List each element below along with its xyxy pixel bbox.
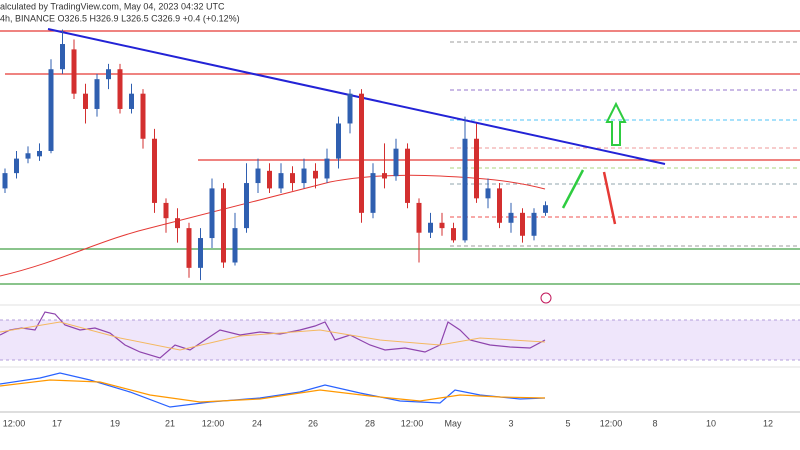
- macd-line: [0, 372, 546, 408]
- up-move: [561, 169, 585, 209]
- x-tick-label: 21: [165, 418, 175, 428]
- x-tick-label: 12:00: [3, 418, 26, 428]
- candle-body: [324, 158, 330, 179]
- candle-body: [393, 148, 399, 177]
- candle-body: [163, 202, 169, 219]
- candle-body: [451, 228, 456, 241]
- fib-levels: [450, 41, 800, 247]
- candle-body: [94, 79, 100, 109]
- header: alculated by TradingView.com, May 04, 20…: [0, 1, 225, 11]
- candle-body: [347, 93, 353, 124]
- candle-body: [117, 69, 123, 109]
- up-arrow: [605, 101, 627, 146]
- candle-body: [474, 138, 479, 199]
- x-tick-label: 3: [508, 418, 513, 428]
- candle-body: [531, 212, 537, 236]
- candle-body: [359, 93, 364, 213]
- x-tick-label: 28: [365, 418, 375, 428]
- x-tick-label: 12:00: [600, 418, 623, 428]
- event-icon: [540, 292, 552, 304]
- candle-body: [278, 173, 284, 189]
- candle-body: [198, 238, 203, 268]
- candle-body: [439, 222, 445, 229]
- candle-body: [209, 188, 215, 239]
- candle-body: [244, 183, 249, 229]
- x-tick-label: 26: [308, 418, 318, 428]
- x-tick-label: 12: [763, 418, 773, 428]
- candle-body: [48, 69, 54, 151]
- candle-body: [71, 49, 77, 94]
- candle-body: [301, 168, 307, 184]
- candle-body: [2, 173, 8, 189]
- candle-body: [416, 202, 422, 233]
- candle-body: [186, 228, 192, 268]
- candle-body: [485, 188, 491, 199]
- candle-body: [267, 170, 272, 189]
- candle-body: [543, 205, 548, 213]
- candle-body: [221, 188, 226, 263]
- candle-body: [25, 153, 31, 159]
- candle-body: [382, 173, 387, 179]
- candle-body: [83, 93, 88, 109]
- candle-body: [497, 188, 502, 223]
- candle-body: [428, 222, 433, 233]
- candle-body: [462, 138, 468, 241]
- candle-body: [255, 168, 261, 184]
- candle-body: [336, 123, 341, 159]
- candle-body: [508, 212, 514, 223]
- candle-body: [313, 170, 318, 179]
- candle-body: [14, 158, 19, 174]
- rsi-line: [0, 311, 546, 359]
- x-tick-label: 8: [652, 418, 657, 428]
- candle-body: [520, 212, 525, 236]
- x-tick-label: 12:00: [202, 418, 225, 428]
- macd-signal: [0, 379, 546, 403]
- candle-body: [60, 44, 65, 70]
- candle-body: [129, 93, 134, 109]
- candle-body: [106, 69, 111, 80]
- x-tick-label: 10: [706, 418, 716, 428]
- x-tick-label: 19: [110, 418, 120, 428]
- candle-body: [405, 148, 410, 203]
- rsi-band: [0, 320, 800, 360]
- candle-body: [37, 150, 42, 157]
- down-move: [602, 171, 617, 225]
- x-tick-label: 17: [52, 418, 62, 428]
- candle-body: [152, 138, 157, 203]
- subheader: 4h, BINANCE O326.5 H326.9 L326.5 C326.9 …: [0, 13, 240, 23]
- candle-body: [175, 218, 180, 229]
- x-tick-label: 12:00: [401, 418, 424, 428]
- candle-body: [370, 173, 376, 213]
- trend-line: [47, 28, 666, 165]
- candle-body: [232, 228, 238, 263]
- rsi-signal: [0, 321, 546, 351]
- candle-body: [140, 93, 146, 139]
- x-tick-label: May: [444, 418, 462, 428]
- x-tick-label: 24: [252, 418, 262, 428]
- x-tick-label: 5: [565, 418, 570, 428]
- candle-body: [290, 173, 295, 184]
